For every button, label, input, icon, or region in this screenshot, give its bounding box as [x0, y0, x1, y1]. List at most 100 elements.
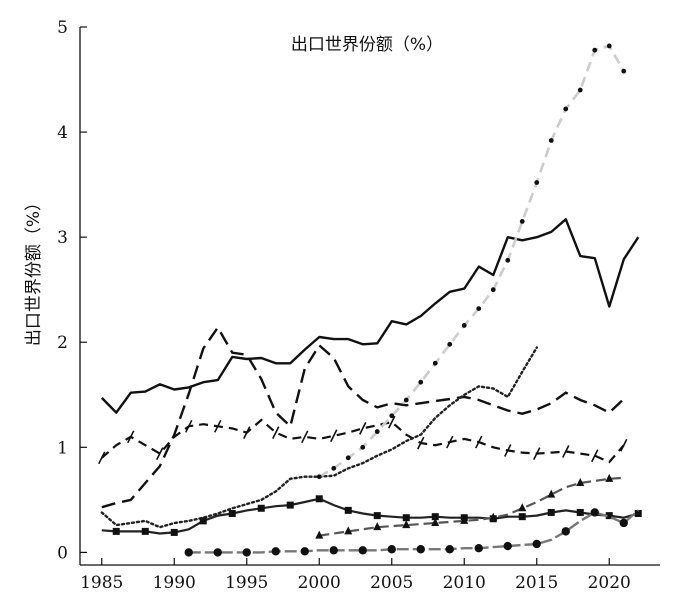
series-point	[563, 106, 569, 112]
series-point	[475, 435, 483, 449]
series-point	[431, 513, 439, 521]
series-point	[605, 512, 613, 520]
y-tick-label: 0	[57, 543, 68, 563]
series-point	[476, 306, 482, 312]
series-line	[100, 218, 640, 414]
series-point	[199, 517, 207, 525]
series-point	[505, 257, 511, 263]
series-point	[374, 429, 380, 434]
y-axis-label: 出口世界份额（%）	[24, 194, 44, 346]
series-point	[534, 180, 540, 185]
series-point	[127, 430, 135, 444]
series-point	[518, 503, 527, 512]
series-5	[316, 43, 627, 480]
series-point	[184, 548, 193, 557]
series-point	[344, 526, 353, 535]
series-point	[316, 474, 322, 480]
series-point	[345, 455, 351, 461]
series-point	[98, 451, 106, 465]
series-point	[445, 545, 454, 554]
series-point	[373, 512, 381, 520]
series-point	[315, 530, 324, 539]
series-point	[403, 397, 409, 403]
series-point	[213, 548, 222, 557]
x-tick-label: 2015	[515, 573, 558, 593]
y-tick-label: 5	[57, 18, 68, 38]
series-point	[243, 426, 251, 439]
series-point	[547, 508, 555, 516]
series-point	[271, 547, 280, 556]
series-point	[532, 539, 541, 549]
series-point	[156, 447, 164, 460]
series-point	[185, 419, 193, 433]
series-point	[431, 517, 440, 526]
series-layer	[98, 43, 642, 557]
x-tick-label: 1995	[225, 573, 268, 593]
x-tick-label: 1990	[153, 573, 196, 593]
series-point	[388, 415, 396, 429]
series-point	[301, 430, 309, 444]
series-point	[360, 444, 366, 450]
tick-marks	[80, 26, 610, 565]
series-point	[619, 518, 628, 528]
series-point	[561, 527, 570, 536]
x-tick-label: 2005	[370, 573, 413, 593]
series-point	[621, 68, 627, 74]
series-8	[184, 508, 640, 557]
series-point	[286, 501, 294, 509]
series-point	[417, 436, 425, 450]
chart-title: 出口世界份额（%）	[291, 35, 443, 55]
series-point	[504, 444, 512, 457]
series-point	[620, 438, 628, 452]
series-point	[389, 413, 395, 419]
series-point	[447, 341, 453, 347]
series-point	[503, 541, 512, 551]
series-point	[562, 445, 570, 458]
series-point	[402, 514, 410, 522]
series-point	[489, 512, 498, 521]
series-point	[329, 546, 338, 555]
series-point	[634, 510, 642, 518]
series-point	[141, 527, 149, 535]
series-point	[331, 465, 337, 471]
series-point	[519, 218, 525, 224]
series-point	[547, 489, 556, 498]
series-point	[490, 287, 496, 293]
series-point	[576, 508, 584, 516]
x-tick-label: 1985	[80, 573, 123, 593]
y-tick-label: 4	[57, 123, 68, 143]
series-7	[315, 473, 624, 539]
series-3	[98, 415, 628, 465]
series-point	[446, 435, 454, 449]
series-point	[606, 43, 612, 49]
series-point	[373, 522, 382, 531]
series-point	[170, 528, 178, 536]
series-point	[548, 138, 554, 143]
series-point	[402, 520, 411, 529]
series-point	[591, 449, 599, 463]
series-line	[101, 418, 625, 464]
y-tick-label: 1	[57, 438, 68, 458]
series-point	[330, 429, 338, 443]
series-point	[315, 495, 323, 503]
x-tick-label: 2020	[588, 573, 631, 593]
series-point	[418, 379, 424, 385]
series-point	[577, 87, 583, 93]
series-point	[460, 515, 469, 524]
series-point	[518, 513, 526, 521]
series-point	[387, 545, 396, 554]
series-point	[461, 323, 467, 328]
series-1	[100, 218, 640, 414]
series-point	[592, 47, 598, 53]
x-tick-label: 2000	[298, 573, 341, 593]
series-point	[576, 478, 585, 487]
series-point	[359, 422, 367, 435]
y-tick-label: 3	[57, 228, 68, 248]
series-line	[318, 44, 625, 478]
x-tick-label: 2010	[443, 573, 486, 593]
series-point	[344, 506, 352, 514]
tick-labels: 0 1 2 3 4 5 1985 1990 1995 2000 2005 2010 2015 2020	[57, 18, 631, 593]
series-point	[257, 504, 265, 512]
axes	[79, 27, 660, 566]
